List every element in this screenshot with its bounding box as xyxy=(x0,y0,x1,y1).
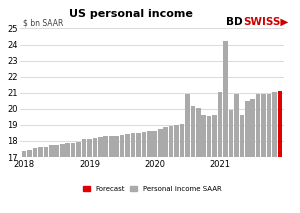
Bar xyxy=(93,138,97,213)
Bar xyxy=(250,99,255,213)
Bar xyxy=(27,150,32,213)
Bar xyxy=(49,145,54,213)
Bar xyxy=(147,131,152,213)
Bar xyxy=(109,136,113,213)
Bar xyxy=(229,110,233,213)
Bar xyxy=(76,142,81,213)
Bar xyxy=(169,126,173,213)
Bar xyxy=(152,131,157,213)
Bar xyxy=(158,129,163,213)
Bar xyxy=(245,101,250,213)
Bar xyxy=(44,147,48,213)
Bar xyxy=(82,139,86,213)
Bar xyxy=(55,144,59,213)
Bar xyxy=(103,137,108,213)
Bar xyxy=(196,108,201,213)
Bar xyxy=(272,92,277,213)
Bar xyxy=(267,94,271,213)
Bar xyxy=(185,94,190,213)
Bar xyxy=(22,151,26,213)
Bar xyxy=(114,136,119,213)
Bar xyxy=(131,133,135,213)
Bar xyxy=(218,92,222,213)
Legend: Forecast, Personal income SAAR: Forecast, Personal income SAAR xyxy=(80,183,224,195)
Bar xyxy=(234,94,239,213)
Bar xyxy=(201,115,206,213)
Bar xyxy=(212,115,217,213)
Text: SWISS▶: SWISS▶ xyxy=(243,17,288,27)
Text: $ bn SAAR: $ bn SAAR xyxy=(23,18,63,27)
Text: US personal income: US personal income xyxy=(69,9,193,19)
Bar xyxy=(65,143,70,213)
Bar xyxy=(142,132,146,213)
Bar xyxy=(33,148,38,213)
Bar xyxy=(136,133,141,213)
Text: BD: BD xyxy=(226,17,242,27)
Bar xyxy=(180,124,184,213)
Bar xyxy=(163,127,168,213)
Bar xyxy=(120,135,124,213)
Bar xyxy=(87,138,92,213)
Bar xyxy=(38,147,43,213)
Bar xyxy=(256,94,260,213)
Bar xyxy=(223,41,228,213)
Bar xyxy=(60,144,64,213)
Bar xyxy=(174,125,179,213)
Bar xyxy=(98,137,103,213)
Bar xyxy=(207,116,211,213)
Bar xyxy=(278,91,282,213)
Bar xyxy=(261,94,266,213)
Bar xyxy=(190,106,195,213)
Bar xyxy=(239,115,244,213)
Bar xyxy=(71,143,75,213)
Bar xyxy=(125,134,130,213)
